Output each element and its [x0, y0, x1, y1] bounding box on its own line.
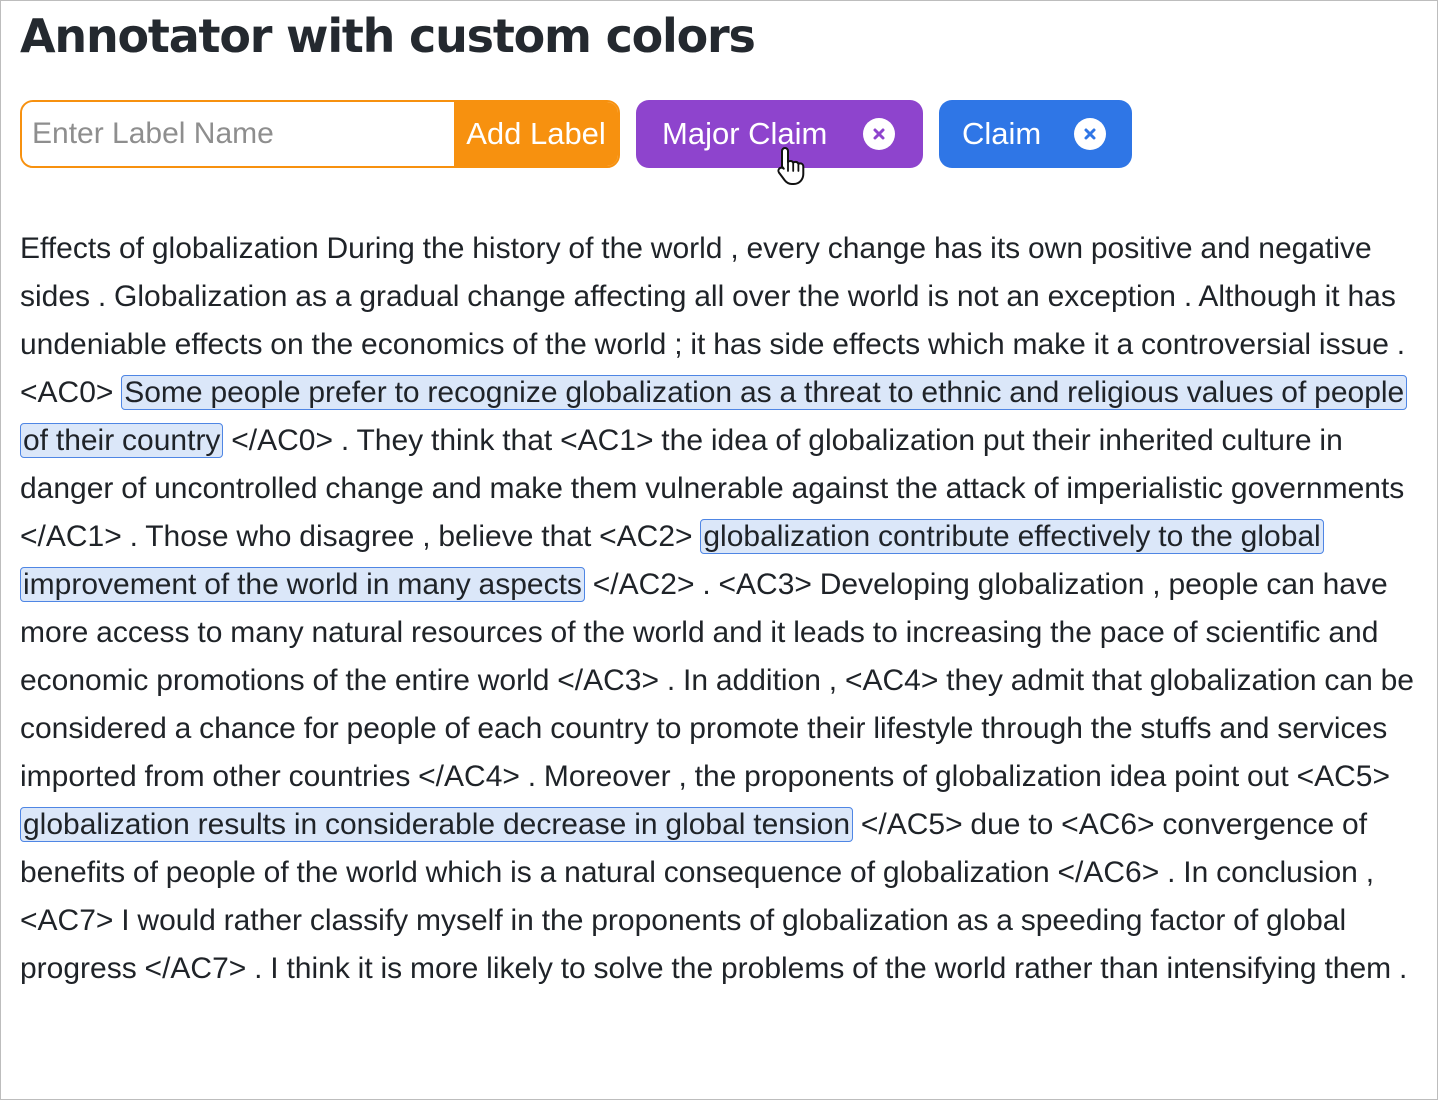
add-label-group: Add Label — [20, 100, 620, 168]
text-segment: </AC5> due to <AC6> convergence of benef… — [20, 808, 1408, 985]
annotator-app: Annotator with custom colors Add Label M… — [20, 0, 1420, 985]
remove-label-icon[interactable] — [863, 118, 895, 150]
label-chip-name: Claim — [962, 116, 1042, 151]
text-segment: </AC2> . <AC3> Developing globalization … — [20, 568, 1414, 793]
label-toolbar: Add Label Major Claim Claim — [20, 100, 1132, 168]
page-title: Annotator with custom colors — [20, 9, 756, 63]
label-name-input[interactable] — [22, 102, 454, 166]
close-icon — [1084, 128, 1096, 140]
text-segment: Effects of globalization During the hist… — [20, 232, 1406, 409]
remove-label-icon[interactable] — [1074, 118, 1106, 150]
label-chip-name: Major Claim — [662, 116, 828, 151]
annotated-span-claim[interactable]: globalization results in considerable de… — [20, 807, 854, 842]
add-label-button[interactable]: Add Label — [454, 102, 618, 166]
close-icon — [873, 128, 885, 140]
text-segment: </AC0> . They think that <AC1> the idea … — [20, 424, 1405, 553]
label-chip-claim[interactable]: Claim — [939, 100, 1132, 168]
label-chip-major-claim[interactable]: Major Claim — [636, 100, 923, 168]
annotation-text[interactable]: Effects of globalization During the hist… — [20, 225, 1420, 993]
